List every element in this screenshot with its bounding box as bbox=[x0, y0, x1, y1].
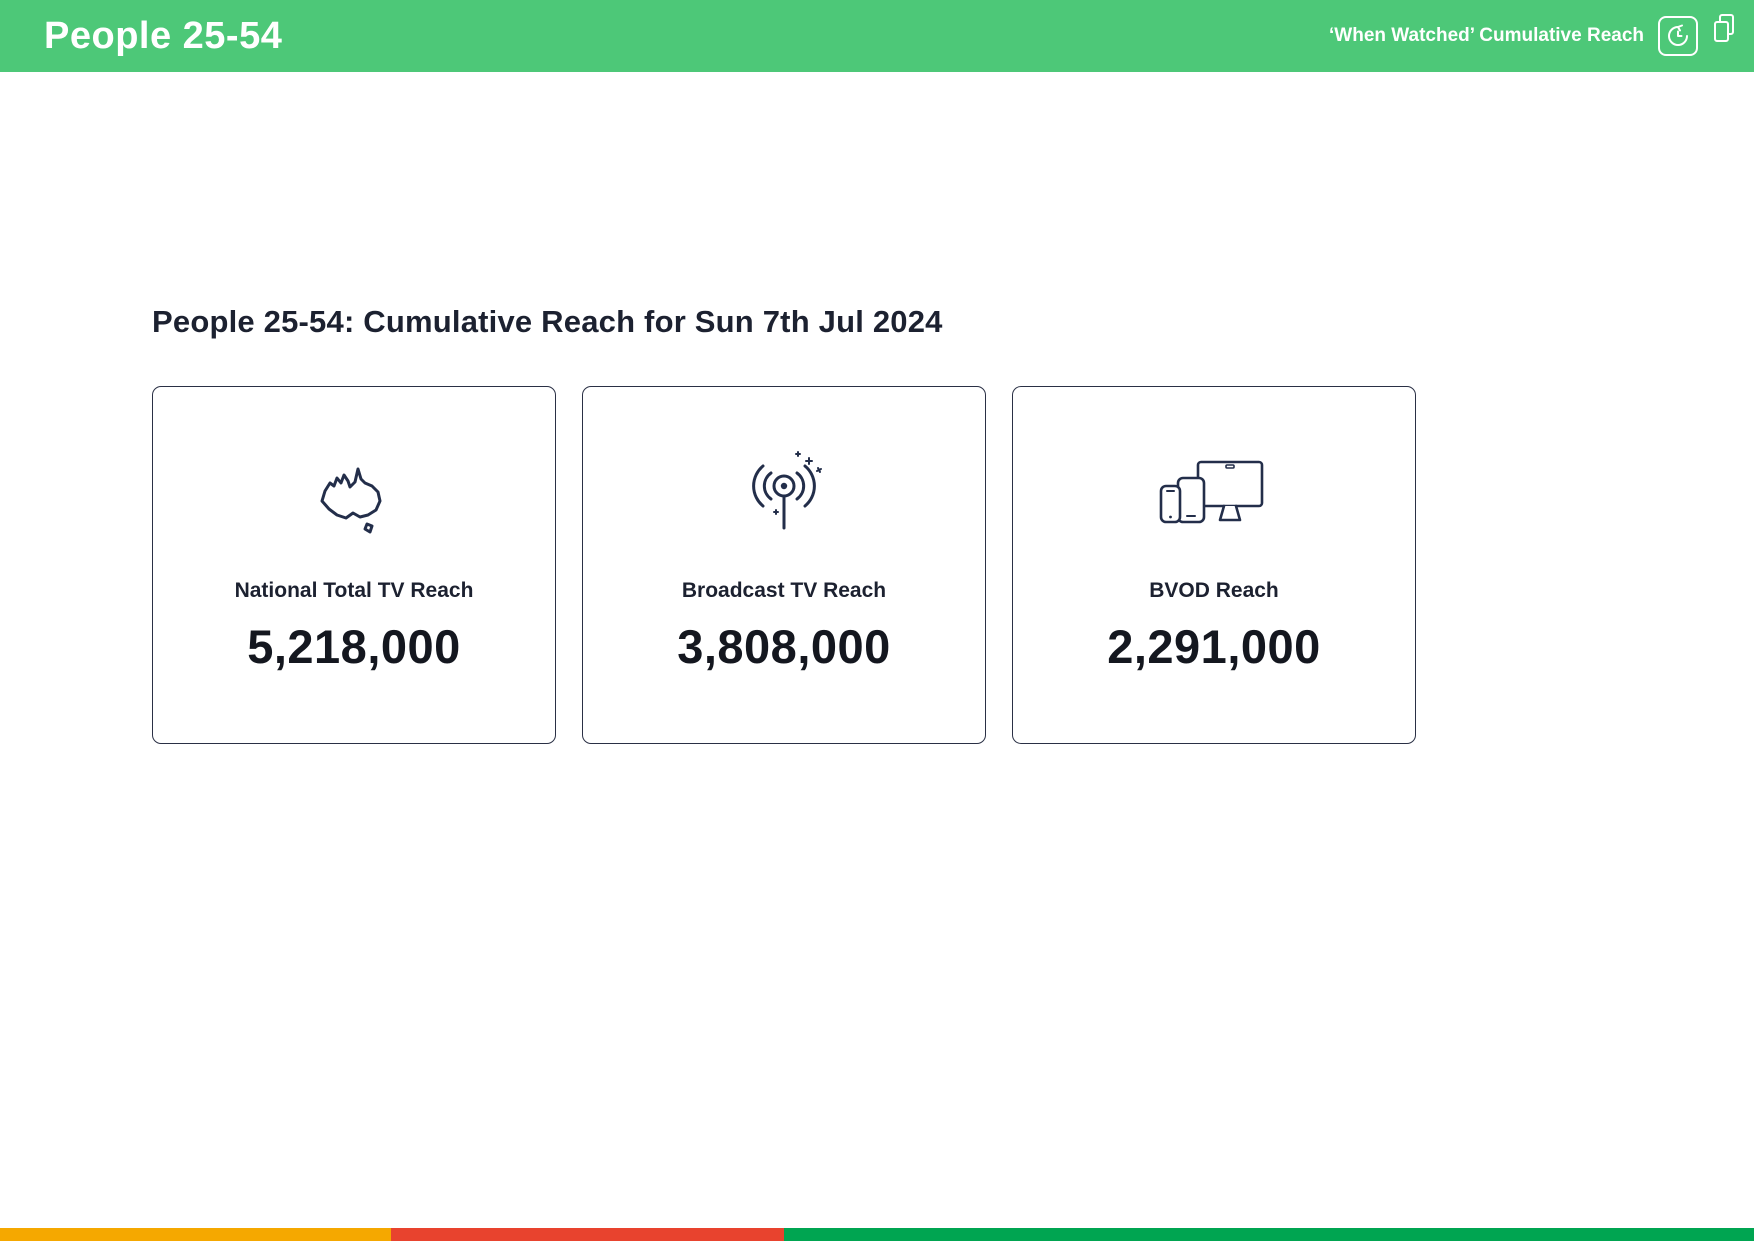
devices-icon bbox=[1154, 445, 1274, 551]
stripe-yellow-segment bbox=[0, 1228, 392, 1241]
australia-map-icon bbox=[304, 445, 404, 551]
history-icon bbox=[1665, 23, 1691, 49]
main-content: People 25-54: Cumulative Reach for Sun 7… bbox=[0, 304, 1754, 744]
card-bvod-reach: BVOD Reach 2,291,000 bbox=[1012, 386, 1416, 744]
history-button[interactable] bbox=[1658, 16, 1698, 56]
card-value: 2,291,000 bbox=[1107, 620, 1321, 673]
stripe-green-segment bbox=[784, 1228, 1754, 1241]
card-value: 5,218,000 bbox=[247, 620, 461, 673]
page-title: People 25-54: Cumulative Reach for Sun 7… bbox=[152, 304, 943, 339]
header-subtitle: ‘When Watched’ Cumulative Reach bbox=[1329, 25, 1644, 46]
broadcast-antenna-icon bbox=[734, 445, 834, 551]
header-bar: People 25-54 ‘When Watched’ Cumulative R… bbox=[0, 0, 1754, 72]
footer-brand-stripe bbox=[0, 1228, 1754, 1241]
card-label: BVOD Reach bbox=[1149, 579, 1279, 602]
page-header-title: People 25-54 bbox=[44, 14, 283, 57]
stripe-red-segment bbox=[391, 1228, 785, 1241]
card-national-total-tv-reach: National Total TV Reach 5,218,000 bbox=[152, 386, 556, 744]
copy-button[interactable] bbox=[1712, 13, 1736, 45]
card-value: 3,808,000 bbox=[677, 620, 891, 673]
card-label: National Total TV Reach bbox=[234, 579, 474, 602]
copy-icon bbox=[1712, 13, 1736, 45]
card-broadcast-tv-reach: Broadcast TV Reach 3,808,000 bbox=[582, 386, 986, 744]
card-label: Broadcast TV Reach bbox=[681, 579, 887, 602]
header-right-group: ‘When Watched’ Cumulative Reach bbox=[1329, 13, 1736, 56]
kpi-cards-row: National Total TV Reach 5,218,000 bbox=[152, 386, 1602, 744]
